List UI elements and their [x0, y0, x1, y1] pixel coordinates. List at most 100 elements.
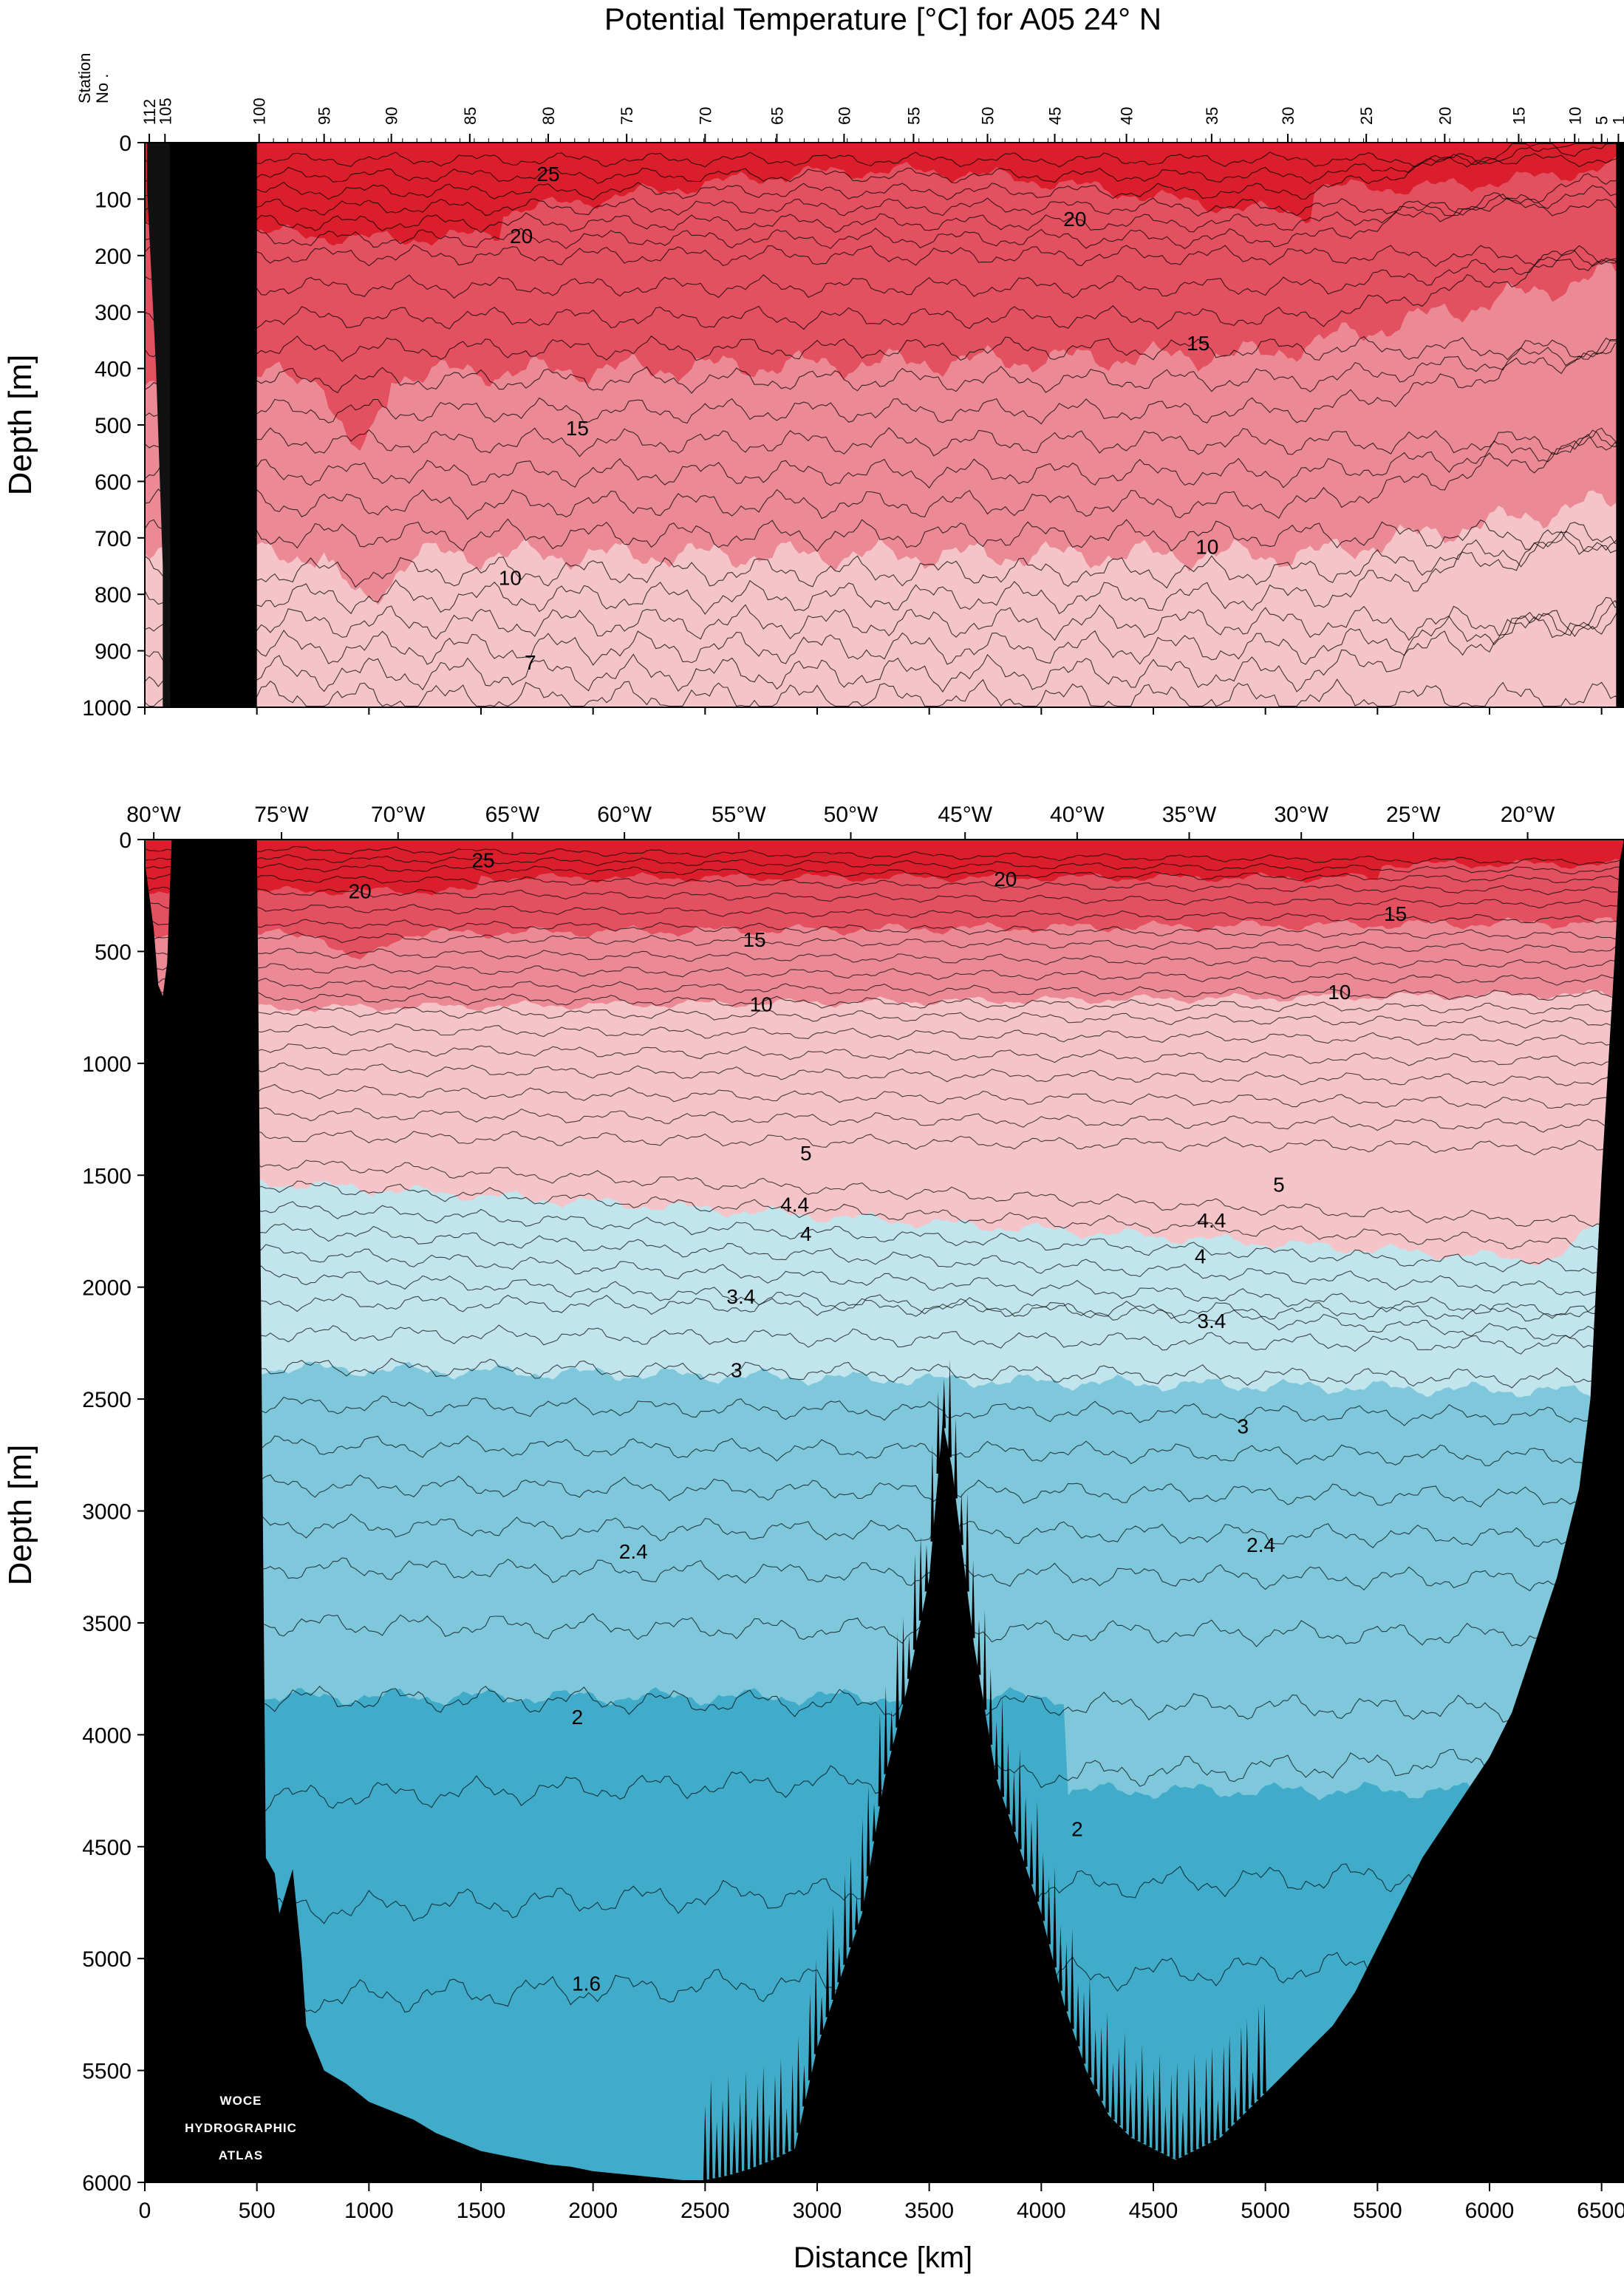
station-label: 45	[1046, 107, 1065, 125]
bathymetry-spike	[924, 1545, 929, 1592]
bathymetry-spike	[855, 1895, 859, 1930]
upper-bathymetry	[147, 143, 1624, 707]
lower-y-tick-label: 3500	[82, 1612, 132, 1636]
lower-isotherm	[144, 1083, 1624, 1109]
lower-contour-label: 20	[994, 868, 1017, 891]
upper-contour-label: 15	[566, 417, 589, 440]
station-label: 60	[835, 107, 853, 125]
bathymetry-spike	[1215, 2100, 1220, 2139]
bathymetry-spike	[791, 2063, 795, 2151]
bathymetry-spike	[1082, 1992, 1086, 2064]
lower-y-tick-label: 5500	[82, 2060, 132, 2084]
longitude-label: 80°W	[126, 803, 181, 827]
lower-y-tick-label: 4000	[82, 1723, 132, 1748]
bathymetry-spike	[1076, 1983, 1080, 2046]
lower-isotherm	[144, 1435, 1624, 1466]
bathymetry-spike	[1105, 2012, 1109, 2113]
bathymetry-spike	[959, 1492, 963, 1545]
upper-isotherm	[144, 250, 1624, 299]
station-label: 20	[1436, 107, 1454, 125]
lower-contour-label: 20	[349, 880, 372, 903]
bathymetry-spike	[1111, 2062, 1115, 2120]
bathymetry-spike	[965, 1492, 969, 1592]
bathymetry-spike	[1029, 1819, 1034, 1885]
bathymetry-spike	[831, 1906, 836, 2000]
bathymetry-spike	[1122, 2032, 1127, 2131]
bathymetry-spike	[895, 1632, 899, 1728]
lower-contour-label: 4.4	[780, 1194, 809, 1216]
lower-y-tick-label: 0	[119, 828, 132, 853]
upper-contour-label: 20	[510, 225, 533, 248]
bathymetry-spike	[1088, 1977, 1092, 2078]
upper-isotherm	[144, 426, 1624, 457]
bathymetry-spike	[703, 2105, 707, 2180]
lower-isotherm	[144, 931, 1624, 953]
upper-isotherm	[144, 173, 1624, 250]
lower-isotherm	[144, 1356, 1624, 1389]
bathymetry-spike	[796, 2037, 800, 2133]
lower-isotherm	[144, 854, 1624, 874]
bathymetry-spike	[1221, 2045, 1226, 2135]
bathymetry-spike	[714, 2121, 719, 2178]
lower-isotherm	[144, 1240, 1624, 1319]
upper-y-tick-label: 100	[95, 188, 132, 212]
lower-x-tick-label: 3000	[793, 2199, 842, 2223]
lower-y-tick-label: 6000	[82, 2171, 132, 2196]
upper-contour-label: 15	[1187, 332, 1210, 355]
upper-isotherm	[144, 143, 1624, 201]
lower-bathymetry	[145, 840, 1624, 2182]
lower-contour-label: 2.4	[619, 1540, 648, 1563]
lower-isotherm	[144, 1263, 1624, 1341]
bathymetry-spike	[1047, 1877, 1051, 1944]
figure-title: Potential Temperature [°C] for A05 24° N	[604, 1, 1161, 36]
bathymetry-spike	[1070, 1928, 1074, 2029]
bathymetry-spike	[942, 1378, 946, 1429]
bathymetry-spike	[1000, 1697, 1004, 1797]
longitude-label: 70°W	[371, 803, 426, 827]
lower-y-tick-label: 1500	[82, 1164, 132, 1188]
upper-isotherm	[144, 197, 1624, 217]
bathymetry-spike	[779, 2058, 783, 2156]
bathymetry-spike	[849, 1855, 853, 1947]
lower-x-tick-label: 3500	[904, 2199, 954, 2223]
lower-isotherm	[144, 978, 1624, 1001]
lower-x-tick-label: 6500	[1577, 2199, 1624, 2223]
lower-y-tick-label: 3000	[82, 1500, 132, 1525]
upper-isotherm	[144, 433, 1624, 520]
lower-contour-label: 4	[800, 1222, 812, 1245]
station-label: 25	[1357, 107, 1376, 125]
bathymetry-spike	[936, 1391, 941, 1474]
bathymetry-spike	[1064, 1941, 1068, 2012]
lower-contour-label: 5	[800, 1142, 812, 1165]
upper-contour-label: 20	[1063, 208, 1086, 231]
bathymetry-spike	[1053, 1867, 1057, 1968]
bathymetry-spike	[890, 1710, 894, 1752]
upper-contour-label: 10	[499, 566, 522, 589]
watermark-line-1: WOCE	[220, 2094, 262, 2108]
bathymetry-spike	[977, 1618, 981, 1675]
bathymetry-spike	[930, 1444, 935, 1542]
longitude-label: 35°W	[1162, 803, 1217, 827]
bathymetry-spike	[744, 2072, 748, 2171]
bathymetry-spike	[1041, 1852, 1045, 1921]
upper-isotherm	[144, 518, 1624, 553]
lower-contour-label: 10	[750, 993, 773, 1016]
upper-y-tick-label: 1000	[82, 696, 132, 721]
bathymetry-spike	[971, 1559, 975, 1638]
longitude-label: 50°W	[824, 803, 878, 827]
upper-contour-labels: 25 20 20 15 15 10 10 7	[499, 163, 1219, 674]
lower-x-tick-label: 500	[239, 2199, 276, 2223]
lower-panel: 0500100015002000250030003500400045005000…	[2, 803, 1624, 2274]
lower-axes: 0500100015002000250030003500400045005000…	[82, 828, 1624, 2223]
watermark-line-2: HYDROGRAPHIC	[185, 2121, 297, 2135]
upper-band-above-20	[145, 143, 1624, 246]
lower-isotherm	[144, 1555, 1624, 1593]
lower-isotherm	[144, 961, 1624, 986]
upper-isotherm	[144, 152, 1624, 168]
lower-isotherm	[144, 902, 1624, 925]
lower-y-tick-label: 5000	[82, 1947, 132, 1972]
station-label: 80	[539, 107, 558, 125]
bathymetry-spike	[954, 1417, 958, 1499]
upper-y-tick-label: 400	[95, 358, 132, 382]
lower-contour-label: 2.4	[1246, 1533, 1275, 1556]
